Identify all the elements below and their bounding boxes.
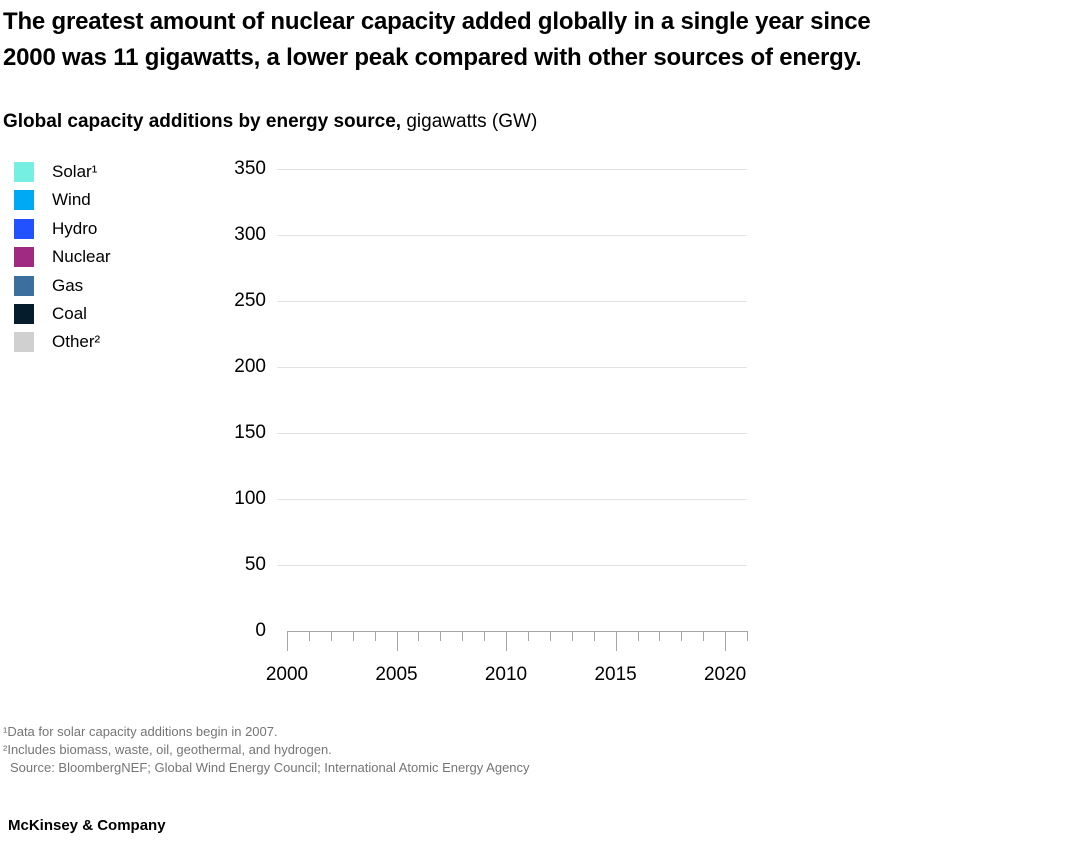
x-tick-2005 bbox=[396, 631, 398, 651]
footnotes: ¹Data for solar capacity additions begin… bbox=[3, 723, 530, 777]
x-tick-label-2010: 2010 bbox=[484, 664, 528, 685]
x-tick-2006 bbox=[418, 631, 420, 641]
x-tick-2002 bbox=[330, 631, 332, 641]
y-tick-label-100: 100 bbox=[234, 488, 266, 509]
x-tick-label-2015: 2015 bbox=[594, 664, 637, 685]
x-tick-2014 bbox=[593, 631, 595, 641]
x-tick-label-2020: 2020 bbox=[703, 664, 747, 685]
legend-label-hydro: Hydro bbox=[52, 218, 98, 238]
x-axis-line bbox=[287, 631, 748, 632]
x-tick-2004 bbox=[374, 631, 376, 641]
page-title: The greatest amount of nuclear capacity … bbox=[3, 4, 871, 76]
legend-label-wind: Wind bbox=[52, 190, 91, 210]
legend-label-nuclear: Nuclear bbox=[52, 247, 111, 267]
legend-item-other: Other² bbox=[14, 332, 111, 353]
gridline-50 bbox=[277, 565, 747, 566]
y-tick-label-250: 250 bbox=[234, 290, 266, 311]
x-tick-2000 bbox=[287, 631, 288, 651]
legend-label-coal: Coal bbox=[52, 303, 87, 323]
y-tick-label-350: 350 bbox=[234, 158, 266, 179]
legend-item-coal: Coal bbox=[14, 303, 111, 324]
legend-swatch-coal bbox=[14, 303, 34, 324]
footnote-2: ²Includes biomass, waste, oil, geotherma… bbox=[3, 742, 332, 757]
gridline-100 bbox=[277, 499, 747, 500]
x-tick-label-2000: 2000 bbox=[265, 664, 309, 685]
page-title-line-2: 2000 was 11 gigawatts, a lower peak comp… bbox=[3, 44, 862, 71]
source-line: Source: BloombergNEF; Global Wind Energy… bbox=[10, 760, 530, 775]
x-tick-2012 bbox=[549, 631, 551, 641]
gridline-150 bbox=[277, 433, 747, 434]
legend-label-other: Other² bbox=[52, 332, 101, 352]
legend-item-gas: Gas bbox=[14, 275, 111, 296]
brand-footer: McKinsey & Company bbox=[8, 817, 166, 834]
x-tick-2019 bbox=[703, 631, 705, 641]
x-tick-2009 bbox=[484, 631, 486, 641]
x-tick-2016 bbox=[637, 631, 639, 641]
legend-swatch-gas bbox=[14, 275, 34, 296]
legend-swatch-hydro bbox=[14, 218, 34, 239]
legend-swatch-nuclear bbox=[14, 247, 34, 268]
legend-swatch-wind bbox=[14, 190, 34, 211]
gridline-350 bbox=[277, 169, 747, 170]
x-tick-2010 bbox=[506, 631, 507, 651]
y-tick-label-150: 150 bbox=[234, 422, 266, 443]
x-tick-2021 bbox=[747, 631, 748, 641]
x-tick-2015 bbox=[615, 631, 617, 651]
legend-item-nuclear: Nuclear bbox=[14, 247, 111, 268]
x-tick-2007 bbox=[440, 631, 442, 641]
legend-item-hydro: Hydro bbox=[14, 218, 111, 239]
x-tick-2017 bbox=[659, 631, 661, 641]
gridline-300 bbox=[277, 235, 747, 236]
chart-subtitle-bold: Global capacity additions by energy sour… bbox=[3, 111, 402, 132]
y-tick-label-300: 300 bbox=[234, 224, 266, 245]
x-tick-label-2005: 2005 bbox=[375, 664, 418, 685]
y-tick-label-200: 200 bbox=[234, 356, 266, 377]
x-tick-2011 bbox=[528, 631, 529, 641]
chart-subtitle-unit: gigawatts (GW) bbox=[401, 111, 538, 132]
y-tick-label-0: 0 bbox=[255, 620, 266, 641]
gridline-200 bbox=[277, 367, 747, 368]
legend-label-gas: Gas bbox=[52, 275, 84, 295]
x-tick-2020 bbox=[725, 631, 727, 651]
page-title-line-1: The greatest amount of nuclear capacity … bbox=[3, 8, 871, 35]
x-tick-2013 bbox=[571, 631, 573, 641]
legend-item-wind: Wind bbox=[14, 190, 111, 211]
legend-item-solar: Solar¹ bbox=[14, 162, 111, 182]
footnote-1: ¹Data for solar capacity additions begin… bbox=[3, 724, 278, 739]
legend-swatch-other bbox=[14, 332, 34, 353]
gridline-250 bbox=[277, 301, 747, 302]
y-tick-label-50: 50 bbox=[244, 554, 266, 575]
x-tick-2018 bbox=[681, 631, 683, 641]
x-tick-2003 bbox=[352, 631, 354, 641]
chart-subtitle: Global capacity additions by energy sour… bbox=[3, 111, 537, 133]
x-tick-2001 bbox=[308, 631, 310, 641]
legend-swatch-solar bbox=[14, 162, 34, 182]
x-tick-2008 bbox=[462, 631, 464, 641]
chart-legend: Solar¹ Wind Hydro Nuclear Gas Coal Other² bbox=[14, 162, 111, 353]
legend-label-solar: Solar¹ bbox=[52, 162, 98, 181]
